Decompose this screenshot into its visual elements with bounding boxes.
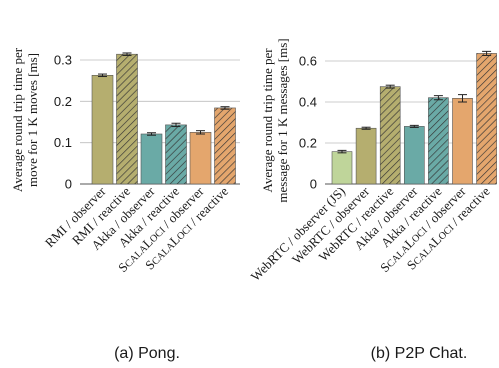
bar-hatch xyxy=(380,86,401,184)
bar xyxy=(331,151,353,185)
y-tick-label: 0 xyxy=(65,177,72,192)
bar-hatch xyxy=(116,54,138,184)
y-axis-label-line: Average round trip time per xyxy=(260,48,275,193)
bar-hatch xyxy=(428,97,449,184)
bar xyxy=(452,98,473,185)
y-tick-label: 0.4 xyxy=(299,95,317,110)
y-axis-label-line: Average round trip time per xyxy=(10,47,25,192)
bar xyxy=(91,74,114,185)
category-label: WebRTC / observer (JS) xyxy=(248,184,348,284)
bar xyxy=(403,126,425,185)
y-tick-label: 0 xyxy=(310,177,317,192)
y-tick-label: 0.1 xyxy=(54,135,72,150)
bar xyxy=(140,133,163,185)
y-tick-label: 0.3 xyxy=(54,53,72,68)
pong-chart: Average round trip time per move for 1 K … xyxy=(10,47,240,362)
bar xyxy=(355,127,377,185)
figure-caption: (b) P2P Chat. xyxy=(371,345,468,362)
y-axis-label-line: move for 1 K moves [ms] xyxy=(25,53,40,187)
bar-hatch xyxy=(476,53,497,184)
y-axis-label-line: message for 1 K messages [ms] xyxy=(275,38,290,202)
bar xyxy=(189,132,212,185)
bar-hatch xyxy=(214,107,236,184)
p2p-chat-chart: Average round trip time per message for 1… xyxy=(248,38,497,362)
y-tick-label: 0.6 xyxy=(299,54,317,69)
y-tick-label: 0.2 xyxy=(299,136,317,151)
bar-hatch xyxy=(165,124,187,184)
y-tick-label: 0.2 xyxy=(54,94,72,109)
figure-caption: (a) Pong. xyxy=(114,345,180,362)
